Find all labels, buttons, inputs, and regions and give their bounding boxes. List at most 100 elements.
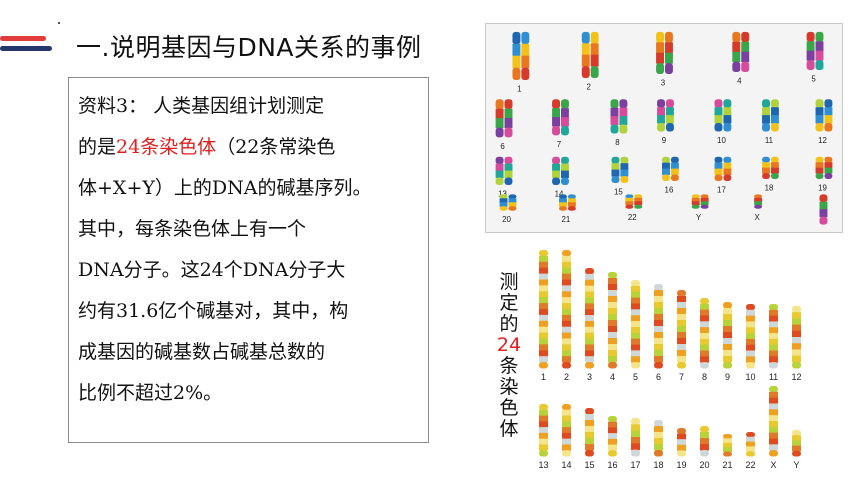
text-segment: 其中，每条染色体上有一个 [78,218,307,240]
idiogram-chromosome [700,426,709,457]
karyotype-label: 13 [498,189,507,198]
karyotype-chromosome-pair [552,99,569,136]
idiogram-label: 15 [584,460,594,470]
text-line: 资料3： 人类基因组计划测定 [78,86,428,127]
idiogram-chromosome [585,268,594,369]
idiogram-label: 18 [653,460,663,470]
idiogram-label: 17 [630,460,640,470]
karyotype-label: 1 [517,84,522,93]
text-segment: 约有31.6亿个碱基对，其中，构 [78,300,349,322]
karyotype-chromosome-pair [819,194,828,225]
idiogram-label: 4 [610,372,615,382]
karyotype-chromosome-pair [691,194,709,209]
karyotype-chromosome-pair [754,194,763,209]
slide-title: 一.说明基因与DNA关系的事例 [76,33,422,62]
karyotype-label: 8 [615,138,620,147]
highlight-text: 24条染色体 [116,136,217,158]
karyotype-label: 16 [665,185,674,194]
karyotype-label: 15 [614,187,623,196]
idiogram-chromosome [608,416,617,457]
idiogram-label: 8 [702,372,707,382]
text-segment: 比例不超过2%。 [78,382,223,404]
karyotype-chromosome-pair [762,99,779,132]
idiogram-chromosome [654,284,663,369]
idiogram-label: 19 [676,460,686,470]
idiogram-label: 6 [656,372,661,382]
idiogram-chromosome [769,304,778,369]
idiogram-label: 3 [587,372,592,382]
karyotype-chromosome-pair [762,156,779,180]
karyotype-label: 5 [811,74,816,83]
karyotype-chromosome-pair [625,194,643,209]
title-decoration-red [0,36,46,41]
text-segment: 资料3： 人类基因组计划测定 [78,95,325,117]
karyotype-chromosome-pair [657,99,674,132]
idiogram-label: 14 [561,460,571,470]
karyotype-chromosome-pair [656,31,673,75]
idiogram-chromosome [654,420,663,457]
karyotype-label: 21 [562,215,571,224]
text-line: 的是24条染色体（22条常染色 [78,127,428,168]
idiogram-label: 20 [699,460,709,470]
vertical-caption-char: 定 [499,292,519,314]
karyotype-chromosome-pair [559,194,576,211]
idiogram-chromosome [585,408,594,457]
vertical-caption-char: 色 [499,397,519,419]
idiogram-chromosome [792,306,801,369]
material-paragraph: 资料3： 人类基因组计划测定 的是24条染色体（22条常染色 体+X+Y）上的DNA… [78,86,428,414]
karyotype-chromosome-pair [815,156,833,180]
karyotype-label: 2 [587,82,591,91]
text-segment: 成基因的碱基数占碱基总数的 [78,341,326,363]
idiogram-chromosome [677,290,686,369]
idiogram-label: 1 [541,372,546,382]
karyotype-chromosome-pair [662,156,679,181]
karyotype-label: 22 [628,213,637,222]
title-decoration-navy [0,46,52,51]
text-line: 约有31.6亿个碱基对，其中，构 [78,291,428,332]
text-box-frame [68,77,429,443]
karyotype-label: 3 [661,78,666,87]
idiogram-label: 12 [791,372,801,382]
vertical-caption-char: 的 [499,313,519,335]
idiogram-chromosome [723,302,732,369]
text-line: 其中，每条染色体上有一个 [78,209,428,250]
idiogram-label: 5 [633,372,638,382]
idiogram-chromosome [562,250,571,369]
text-segment: 的是 [78,136,117,158]
idiogram-chromosome [539,404,548,457]
karyotype-chromosome-pair [499,194,517,211]
idiogram-label: 16 [607,460,617,470]
vertical-caption: 测定的 24 条染色体 [496,272,522,440]
idiogram-label: 2 [564,372,569,382]
idiogram-label: 7 [679,372,684,382]
idiogram-chromosome [746,432,755,457]
karyotype-chromosome-pair [495,99,513,138]
idiogram-chromosome [723,434,732,457]
text-line: DNA分子。这24个DNA分子大 [78,250,428,291]
idiogram-chromosome [769,386,778,457]
karyotype-label: X [754,213,760,222]
idiogram-label: Y [793,460,799,470]
karyotype-chromosome-pair [581,31,599,78]
text-segment: （22条常染色 [216,136,336,158]
karyotype-chromosome-pair [815,99,833,132]
karyotype-label: 14 [555,189,564,198]
vertical-caption-char: 体 [499,418,519,440]
karyotype-label: 11 [765,136,774,145]
idiogram-label: 22 [745,460,755,470]
vertical-caption-char: 24 [496,334,522,356]
idiogram-label: 21 [722,460,732,470]
idiogram-chromosome [700,298,709,369]
vertical-caption-char: 染 [499,376,519,398]
idiogram-label: 13 [538,460,548,470]
karyotype-chromosome-pair [806,31,824,71]
karyotype-chromosome-pair [495,156,513,185]
karyotype-chromosome-pair [714,156,732,181]
karyotype-chromosome-pair [732,31,750,73]
vertical-caption-char: 条 [499,355,519,377]
karyotype-label: 6 [500,142,505,151]
idiogram-chromosome [631,280,640,369]
text-line: 比例不超过2%。 [78,373,428,414]
karyotype-chromosome-pair [610,99,628,134]
decoration-dot [58,22,60,24]
